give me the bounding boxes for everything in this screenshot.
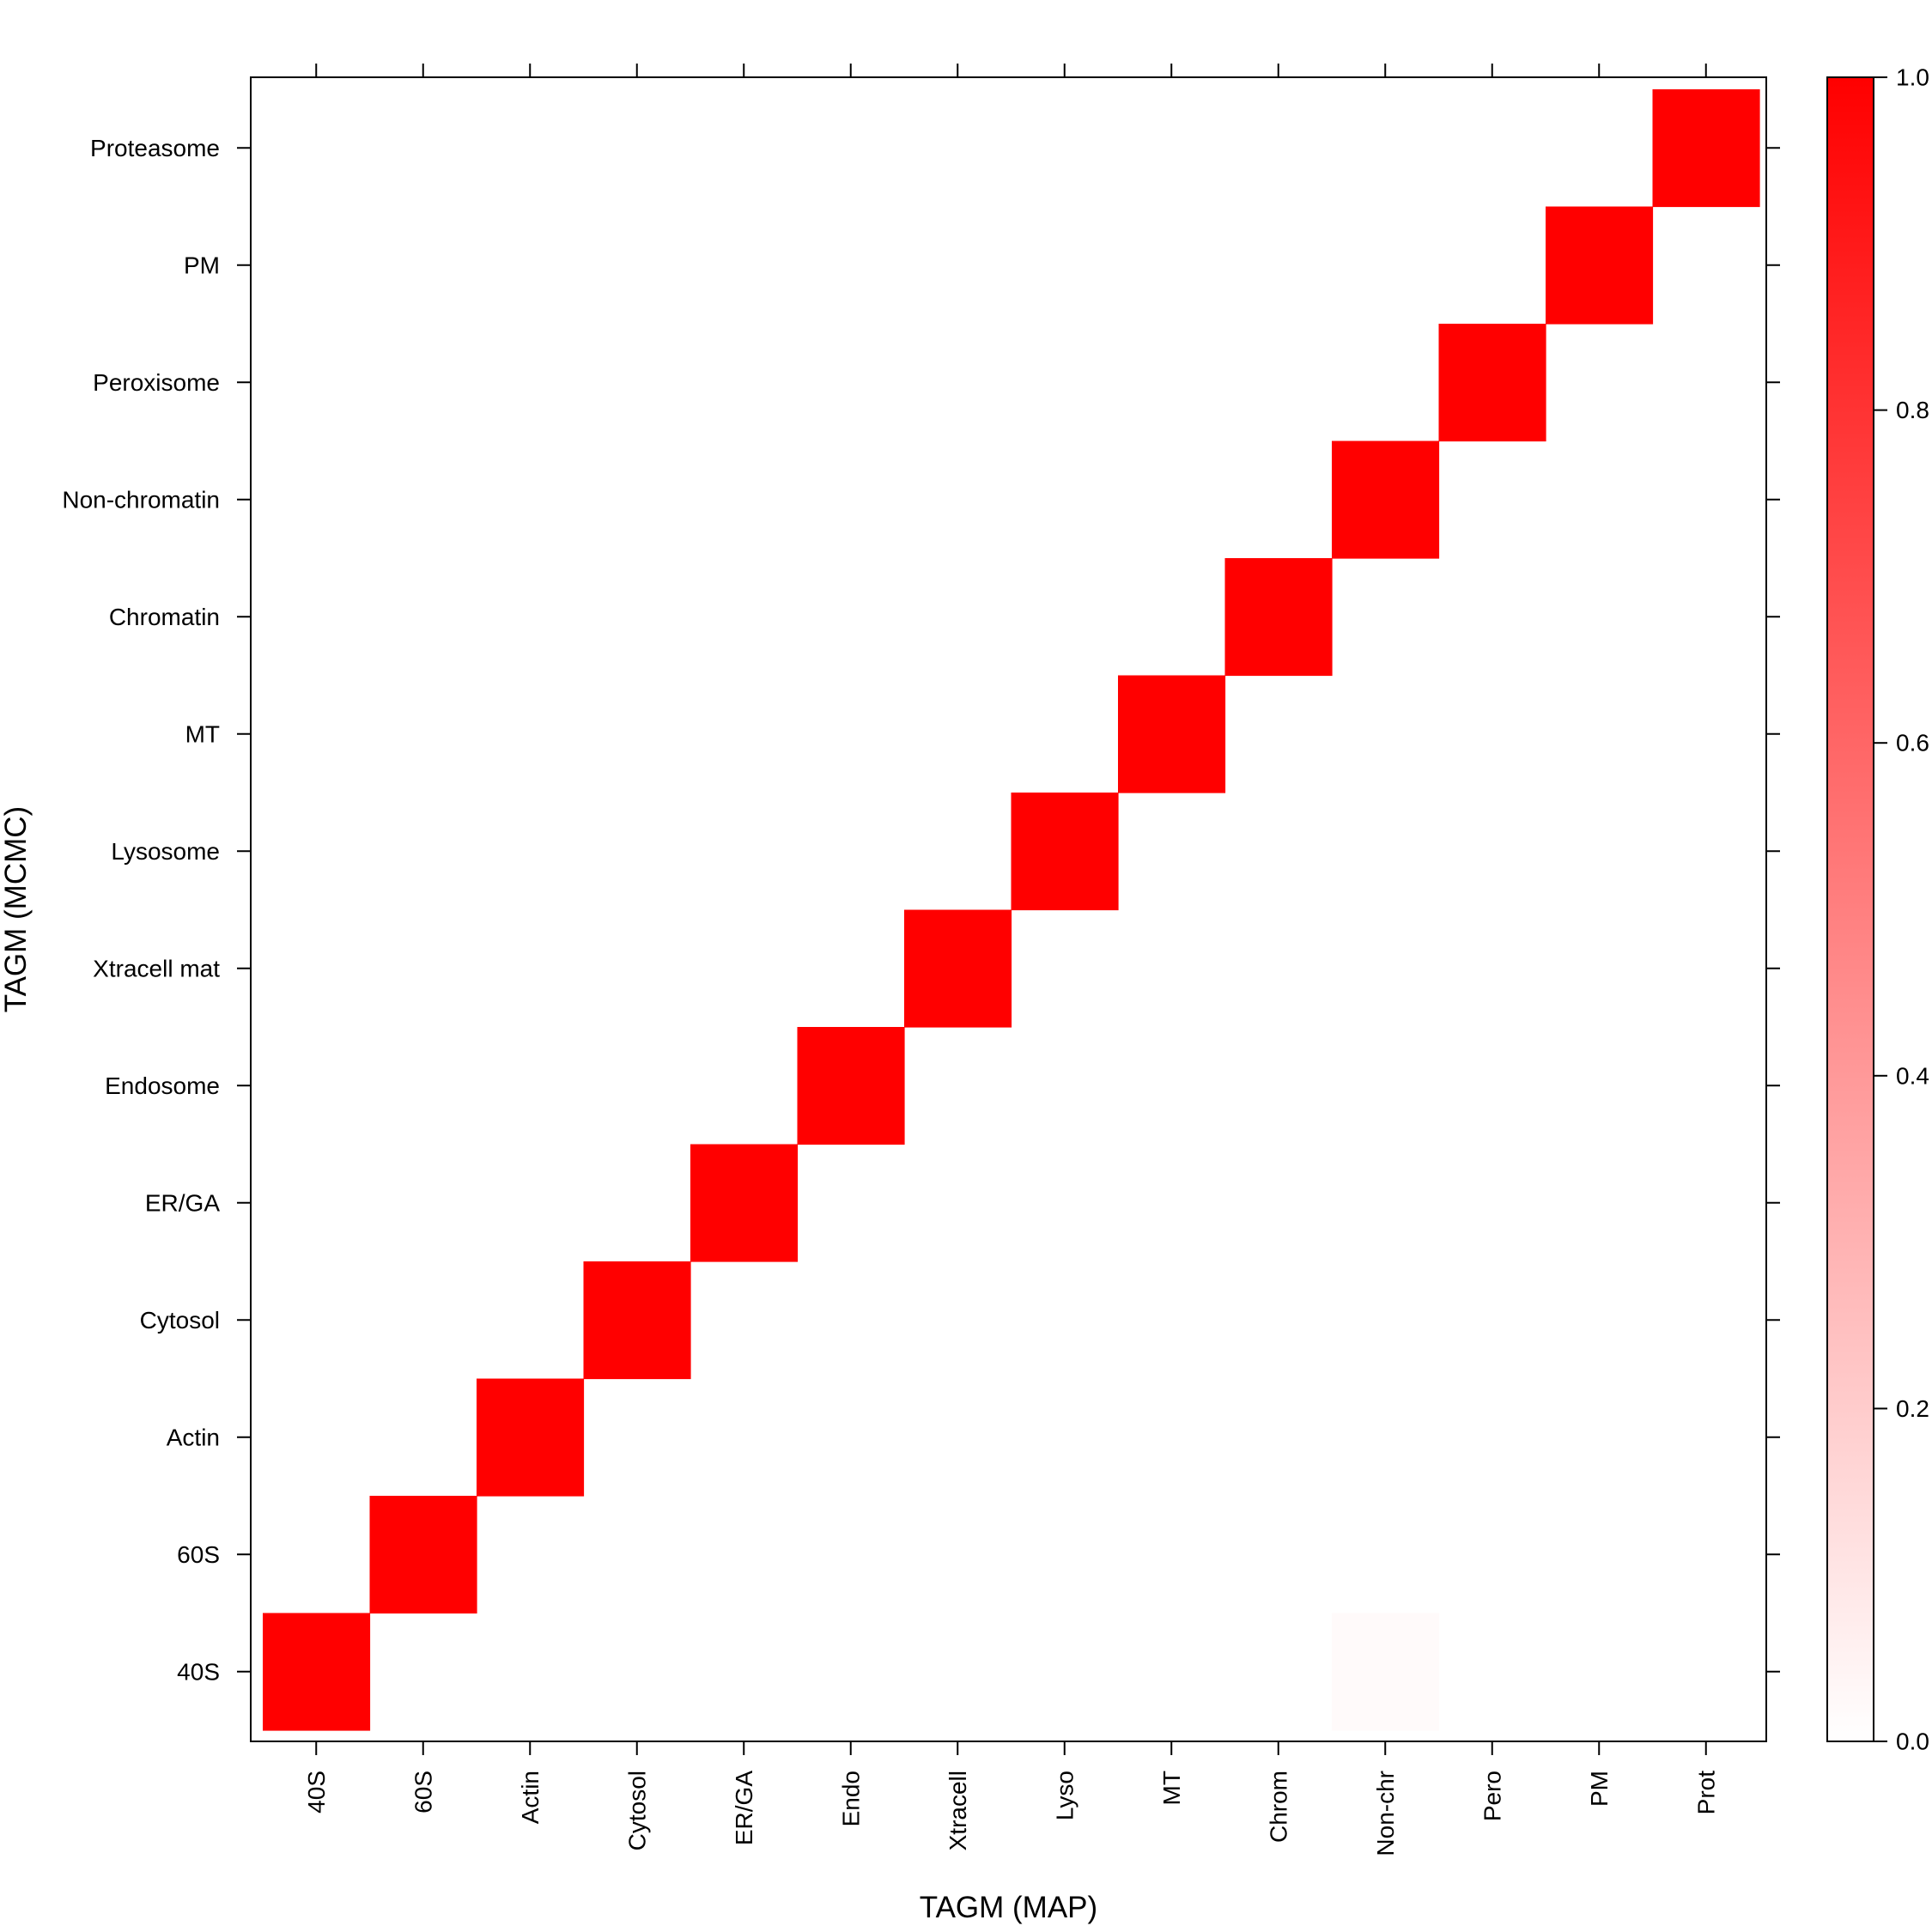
y-tick-label: Endosome xyxy=(105,1072,220,1099)
x-tick-label: Xtracell xyxy=(945,1771,971,1850)
plot-frame xyxy=(250,76,1767,1742)
colorbar-tick-label: 0.6 xyxy=(1896,730,1929,756)
colorbar-ticks: 0.0 0.2 0.4 0.6 0.8 1.0 xyxy=(1874,64,1929,1755)
x-tick-label: PM xyxy=(1586,1771,1613,1807)
colorbar-tick-label: 0.4 xyxy=(1896,1062,1929,1089)
x-tick-label: MT xyxy=(1158,1771,1185,1805)
y-axis: 40S 60S Actin Cytosol ER/GA Endosome Xtracell … xyxy=(62,135,1780,1685)
heatmap-cell xyxy=(1011,793,1119,911)
y-tick-label: Non-chromatin xyxy=(62,486,220,513)
y-tick-label: Peroxisome xyxy=(93,369,220,396)
x-axis-title: TAGM (MAP) xyxy=(920,1891,1097,1924)
heatmap-cell xyxy=(690,1144,799,1262)
heatmap-cell xyxy=(263,1613,371,1731)
x-tick-label: Cytosol xyxy=(623,1771,650,1850)
y-tick-label: PM xyxy=(184,252,220,278)
y-tick-label: Xtracell mat xyxy=(93,955,220,981)
colorbar-gradient xyxy=(1826,76,1874,1742)
heatmap-cell xyxy=(1332,1613,1440,1731)
x-tick-label: ER/GA xyxy=(731,1771,757,1845)
heatmap-cell xyxy=(1224,558,1333,677)
y-tick-label: MT xyxy=(185,720,220,747)
heatmap-cell xyxy=(1332,440,1440,559)
colorbar-tick-label: 0.2 xyxy=(1896,1395,1929,1422)
x-tick-label: Pero xyxy=(1479,1771,1505,1821)
x-tick-label: Endo xyxy=(837,1771,864,1826)
x-tick-label: Non-chr xyxy=(1372,1771,1399,1856)
heatmap-cell xyxy=(904,909,1012,1028)
heatmap-cell xyxy=(369,1496,477,1614)
x-tick-label: Chrom xyxy=(1265,1771,1291,1843)
colorbar-tick-label: 0.8 xyxy=(1896,397,1929,423)
colorbar-tick-label: 1.0 xyxy=(1896,64,1929,91)
x-tick-label: Actin xyxy=(517,1771,544,1824)
heatmap-cell xyxy=(477,1378,585,1497)
y-tick-label: 40S xyxy=(177,1658,220,1685)
y-tick-label: Lysosome xyxy=(111,838,220,865)
heatmap-cell xyxy=(1652,89,1760,208)
x-tick-label: Prot xyxy=(1692,1771,1719,1815)
heatmap-cell xyxy=(1438,324,1546,442)
y-tick-label: ER/GA xyxy=(145,1189,220,1216)
heatmap-cell xyxy=(583,1261,691,1380)
heatmap-cell xyxy=(1546,206,1654,325)
heatmap-cells xyxy=(263,89,1760,1731)
y-axis-title: TAGM (MCMC) xyxy=(0,806,33,1012)
colorbar: 0.0 0.2 0.4 0.6 0.8 1.0 xyxy=(1826,64,1929,1755)
colorbar-tick-label: 0.0 xyxy=(1896,1728,1929,1755)
y-tick-label: Actin xyxy=(167,1424,220,1450)
heatmap-cell xyxy=(797,1027,905,1145)
y-tick-label: Cytosol xyxy=(140,1307,220,1334)
y-tick-label: 60S xyxy=(177,1541,220,1568)
x-axis: 40S 60S Actin Cytosol ER/GA Endo Xtracell Lyso M… xyxy=(303,64,1719,1856)
x-tick-label: Lyso xyxy=(1051,1771,1078,1820)
y-tick-label: Proteasome xyxy=(90,135,220,161)
x-tick-label: 40S xyxy=(303,1771,330,1814)
x-tick-label: 60S xyxy=(410,1771,436,1814)
y-tick-label: Chromatin xyxy=(109,604,220,630)
heatmap-cell xyxy=(1118,675,1226,793)
